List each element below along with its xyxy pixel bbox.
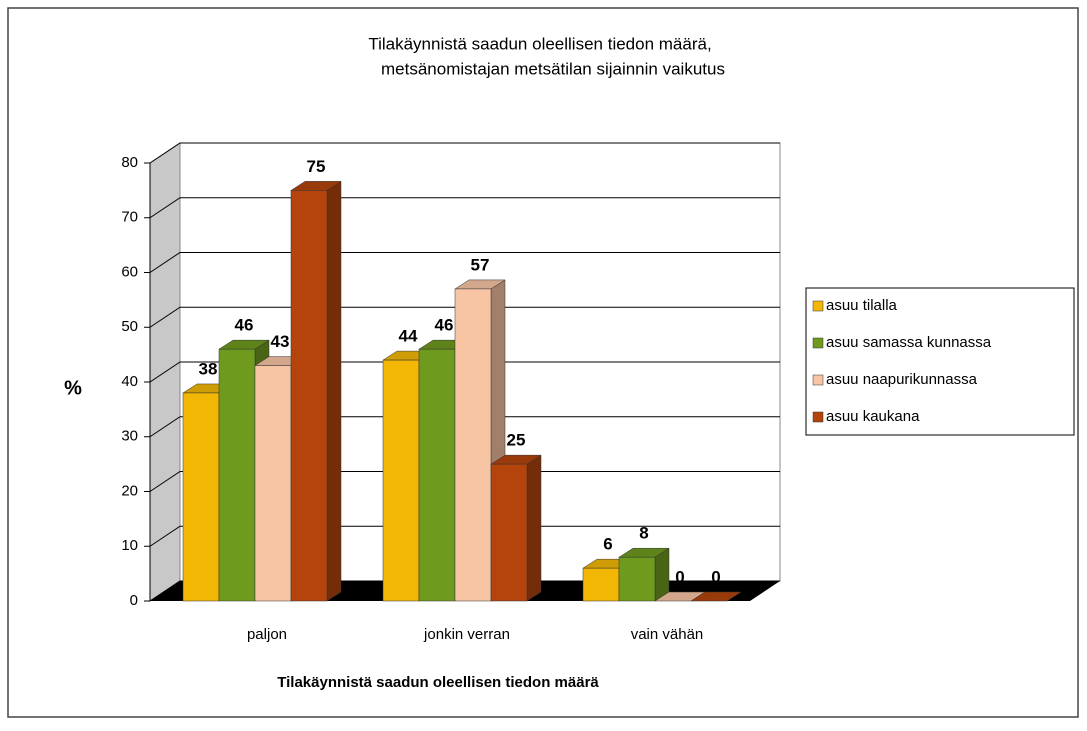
legend-label: asuu tilalla xyxy=(826,297,898,314)
data-label: 0 xyxy=(711,567,720,586)
bar-side xyxy=(526,454,542,602)
data-label: 43 xyxy=(271,332,290,351)
x-tick-label: vain vähän xyxy=(631,626,704,643)
y-tick-label: 50 xyxy=(121,318,138,335)
x-tick-label: jonkin verran xyxy=(423,626,510,643)
y-tick-label: 40 xyxy=(121,373,138,390)
bar xyxy=(418,348,456,602)
legend-box xyxy=(805,287,1075,436)
bar xyxy=(182,392,220,602)
bar xyxy=(382,359,420,602)
x-axis-label: Tilakäynnistä saadun oleellisen tiedon m… xyxy=(277,674,599,691)
data-label: 0 xyxy=(675,567,684,586)
data-label: 46 xyxy=(435,316,454,335)
y-tick-label: 30 xyxy=(121,428,138,445)
legend-label: asuu samassa kunnassa xyxy=(826,334,992,351)
grid-line xyxy=(149,471,780,492)
data-label: 57 xyxy=(471,255,490,274)
bar xyxy=(218,348,256,602)
data-label: 6 xyxy=(603,535,612,554)
y-tick-label: 0 xyxy=(130,592,138,609)
data-label: 38 xyxy=(199,359,218,378)
grid-line xyxy=(149,142,780,164)
data-label: 8 xyxy=(639,524,648,543)
bar-side xyxy=(326,180,342,602)
grid-line xyxy=(149,252,780,273)
bar xyxy=(254,365,292,602)
legend-label: asuu kaukana xyxy=(826,408,920,425)
data-label: 44 xyxy=(399,327,418,346)
grid-line xyxy=(149,361,780,383)
x-tick-label: paljon xyxy=(247,626,287,643)
bar-top xyxy=(690,591,742,602)
y-tick-label: 80 xyxy=(121,154,138,171)
y-tick-label: 10 xyxy=(121,537,138,554)
legend-swatch xyxy=(812,337,824,349)
data-label: 25 xyxy=(507,431,526,450)
y-tick-label: 60 xyxy=(121,263,138,280)
grid-line xyxy=(149,525,780,547)
y-axis-label: % xyxy=(64,377,82,399)
data-label: 46 xyxy=(235,316,254,335)
y-tick-label: 70 xyxy=(121,209,138,226)
bar xyxy=(618,556,656,602)
grid-line xyxy=(149,416,780,438)
grid-line xyxy=(149,306,780,328)
grid-line xyxy=(149,197,780,219)
chart-title: Tilakäynnistä saadun oleellisen tiedon m… xyxy=(368,34,711,53)
legend-swatch xyxy=(812,374,824,386)
bar xyxy=(290,190,328,602)
bar xyxy=(582,567,620,602)
bar xyxy=(490,463,528,602)
legend-swatch xyxy=(812,300,824,312)
legend-label: asuu naapurikunnassa xyxy=(826,371,978,388)
y-tick-label: 20 xyxy=(121,482,138,499)
chart-title: metsänomistajan metsätilan sijainnin vai… xyxy=(381,59,725,78)
legend-swatch xyxy=(812,411,824,423)
bar xyxy=(454,288,492,602)
data-label: 75 xyxy=(307,157,326,176)
